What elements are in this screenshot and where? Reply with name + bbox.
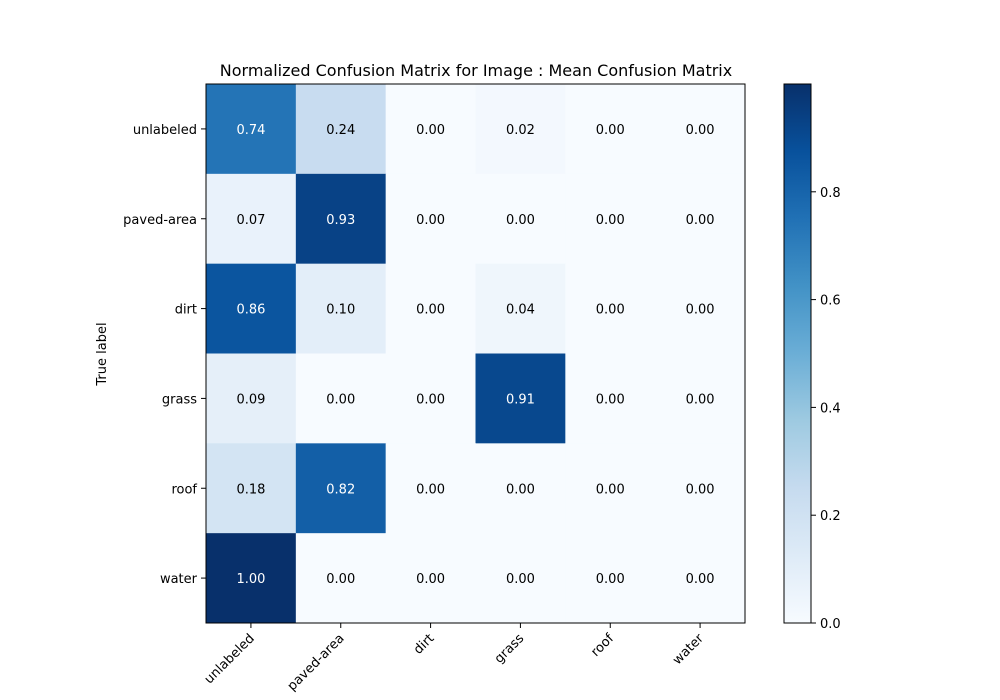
cell-value-label: 0.93: [326, 213, 355, 228]
colorbar-tick-label: 0.4: [820, 401, 841, 416]
heatmap-cell: [655, 533, 746, 624]
cell-value-label: 0.00: [416, 303, 445, 318]
cell-value-label: 0.00: [686, 123, 715, 138]
cell-value-label: 0.00: [506, 482, 535, 497]
cell-value-label: 0.02: [506, 123, 535, 138]
cell-value-label: 0.00: [686, 392, 715, 407]
heatmap-cell: [206, 533, 297, 624]
y-tick-label: dirt: [175, 303, 197, 318]
colorbar-tick-label: 0.6: [820, 294, 841, 309]
heatmap-cell: [385, 263, 476, 354]
heatmap-cell: [206, 353, 297, 444]
colorbar-tick-label: 0.8: [820, 186, 841, 201]
cell-value-label: 0.82: [326, 482, 355, 497]
cell-value-label: 0.00: [326, 392, 355, 407]
heatmap-cell: [475, 533, 566, 624]
x-tick-label: dirt: [411, 631, 437, 657]
cell-value-label: 0.74: [236, 123, 265, 138]
cell-value-label: 0.00: [596, 392, 625, 407]
cell-value-label: 0.00: [506, 572, 535, 587]
colorbar-ticks: 0.0 0.2 0.4 0.6 0.8: [811, 186, 841, 632]
cell-value-label: 0.00: [596, 213, 625, 228]
x-axis-ticks: unlabeled paved-area dirt grass roof water: [202, 623, 707, 694]
cell-value-label: 0.00: [686, 213, 715, 228]
cell-value-label: 0.09: [236, 392, 265, 407]
heatmap-cell: [385, 533, 476, 624]
heatmap-cell: [655, 443, 746, 534]
heatmap-cell: [385, 443, 476, 534]
cell-value-label: 0.00: [326, 572, 355, 587]
cell-value-label: 1.00: [236, 572, 265, 587]
heatmap-cell: [565, 533, 656, 624]
y-tick-label: water: [160, 572, 198, 587]
heatmap-cell: [475, 443, 566, 534]
heatmap-cell: [206, 443, 297, 534]
y-tick-label: paved-area: [123, 213, 197, 228]
heatmap-cell: [385, 173, 476, 265]
y-axis-label: True label: [95, 322, 110, 386]
y-tick-label: grass: [162, 392, 197, 407]
heatmap-cell: [475, 263, 566, 354]
cell-value-label: 0.10: [326, 303, 355, 318]
y-tick-label: roof: [171, 482, 197, 497]
heatmap-cell: [295, 173, 387, 265]
cell-value-label: 0.00: [596, 482, 625, 497]
heatmap-cell: [655, 173, 746, 265]
cell-value-label: 0.86: [236, 303, 265, 318]
colorbar-tick-label: 0.2: [820, 509, 841, 524]
cell-value-label: 0.00: [506, 213, 535, 228]
heatmap-frame: [205, 83, 746, 624]
heatmap-cell: [655, 84, 746, 175]
heatmap-cell: [475, 173, 566, 265]
x-tick-label: grass: [492, 631, 528, 667]
y-tick-label: unlabeled: [133, 123, 197, 138]
cell-value-label: 0.00: [416, 213, 445, 228]
heatmap-cell: [295, 353, 387, 444]
x-tick-label: roof: [588, 631, 617, 660]
cell-value-label: 0.00: [416, 123, 445, 138]
heatmap-cell: [385, 84, 476, 175]
heatmap-cells: [206, 84, 746, 624]
cell-value-label: 0.00: [416, 482, 445, 497]
heatmap-cell: [565, 353, 656, 444]
heatmap-cell-labels: 0.74 0.24 0.00 0.02 0.00 0.00 0.07 0.93 0.00 0.00…: [236, 123, 714, 587]
heatmap-cell: [295, 263, 387, 354]
cell-value-label: 0.00: [596, 123, 625, 138]
cell-value-label: 0.91: [506, 392, 535, 407]
heatmap-cell: [565, 263, 656, 354]
heatmap-cell: [206, 263, 297, 354]
cell-value-label: 0.07: [236, 213, 265, 228]
x-tick-label: water: [670, 631, 707, 668]
cell-value-label: 0.00: [686, 572, 715, 587]
heatmap-cell: [565, 173, 656, 265]
heatmap-cell: [206, 173, 297, 265]
heatmap-cell: [475, 84, 566, 175]
cell-value-label: 0.00: [416, 572, 445, 587]
y-axis-ticks: unlabeled paved-area dirt grass roof water: [123, 123, 206, 587]
cell-value-label: 0.00: [686, 482, 715, 497]
cell-value-label: 0.00: [686, 303, 715, 318]
cell-value-label: 0.04: [506, 303, 535, 318]
cell-value-label: 0.18: [236, 482, 265, 497]
heatmap-cell: [475, 353, 566, 444]
cell-value-label: 0.00: [596, 303, 625, 318]
colorbar-tick-label: 0.0: [820, 617, 841, 632]
heatmap-cell: [565, 84, 656, 175]
heatmap-cell: [295, 533, 387, 624]
chart-title: Normalized Confusion Matrix for Image : …: [220, 61, 732, 80]
cell-value-label: 0.00: [416, 392, 445, 407]
heatmap-cell: [565, 443, 656, 534]
cell-value-label: 0.24: [326, 123, 355, 138]
heatmap-cell: [206, 84, 297, 175]
heatmap-cell: [385, 353, 476, 444]
heatmap-cell: [655, 263, 746, 354]
x-tick-label: unlabeled: [202, 631, 258, 687]
x-tick-label: paved-area: [285, 631, 348, 694]
heatmap-cell: [655, 353, 746, 444]
heatmap-cell: [295, 84, 387, 175]
cell-value-label: 0.00: [596, 572, 625, 587]
heatmap-cell: [295, 443, 387, 534]
colorbar: [783, 83, 812, 624]
